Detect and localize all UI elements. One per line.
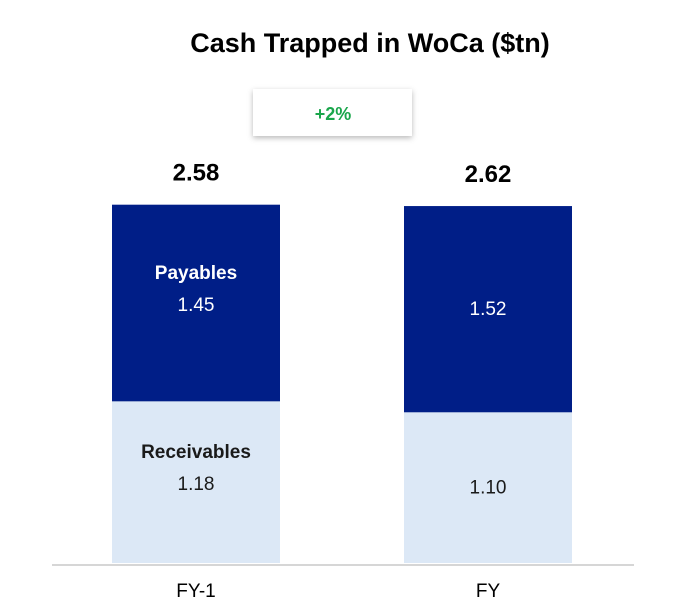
value-label-payables-fy: 1.52 [470,299,507,320]
bar-payables-fy-1 [112,204,280,402]
value-label-receivables-fy-1: 1.18 [178,474,215,495]
total-label-fy: 2.62 [465,161,512,188]
value-label-payables-fy-1: 1.45 [178,295,215,316]
bar-receivables-fy-1 [112,401,280,563]
change-badge-text: +2% [315,104,352,124]
series-label-receivables: Receivables [141,442,251,463]
value-label-receivables-fy: 1.10 [470,478,507,499]
change-badge-box [253,89,412,136]
series-label-payables: Payables [155,263,237,284]
change-badge: +2% [253,89,412,136]
bar-payables-fy [404,206,572,413]
x-tick-label-fy: FY [476,581,501,602]
total-label-fy-1: 2.58 [173,160,220,187]
bar-receivables-fy [404,412,572,563]
bars-layer: Receivables 1.18 Payables 1.45 2.58 1.10 1.52 2… [112,160,572,563]
x-tick-label-fy-1: FY-1 [176,581,215,602]
chart-title: Cash Trapped in WoCa ($tn) [190,28,550,58]
x-axis-ticks: FY-1 FY [176,581,500,602]
